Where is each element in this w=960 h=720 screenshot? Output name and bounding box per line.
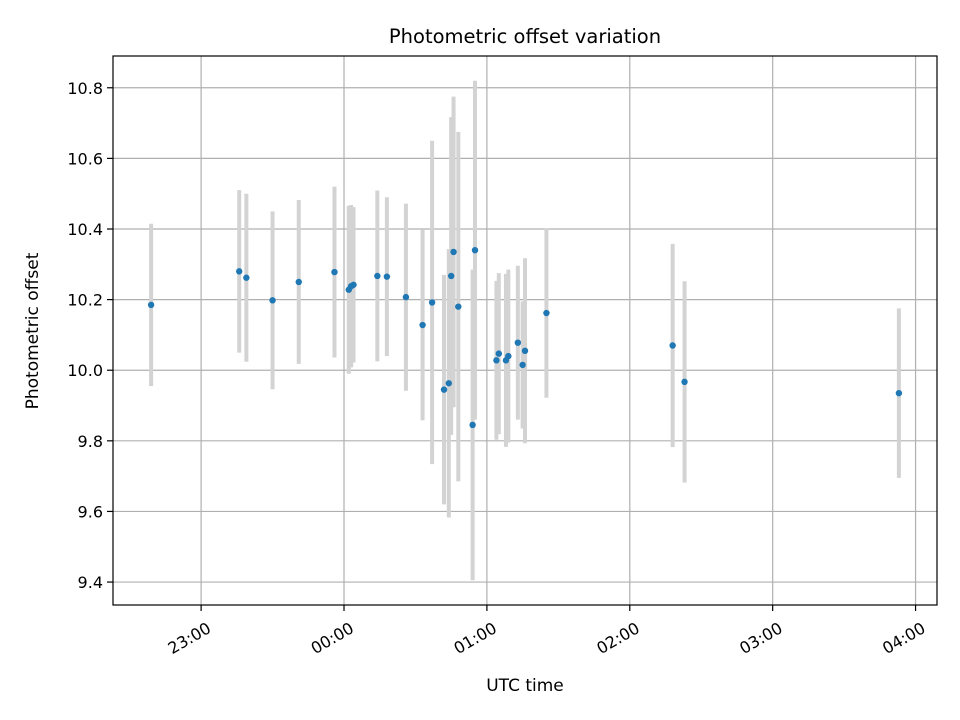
y-tick-label: 10.0 (67, 361, 103, 380)
y-tick-label: 10.8 (67, 79, 103, 98)
data-point (243, 274, 250, 281)
data-point (331, 268, 338, 276)
data-point (669, 342, 676, 349)
data-point (236, 268, 243, 275)
y-axis-label: Photometric offset (23, 252, 43, 409)
data-point (440, 386, 448, 393)
data-point (402, 293, 410, 301)
y-axis: 9.4 9.6 9.8 10.0 10.2 10.4 10.6 10.8 (67, 79, 113, 592)
x-axis-label: UTC time (486, 676, 564, 696)
data-point (428, 299, 436, 306)
data-point (419, 321, 426, 329)
data-point (445, 380, 452, 387)
y-tick-label: 10.4 (67, 220, 103, 239)
data-point (269, 297, 276, 304)
data-point (495, 350, 503, 357)
data-point (383, 273, 391, 280)
data-point (469, 421, 476, 429)
data-point (895, 389, 903, 397)
y-tick-label: 10.2 (67, 291, 103, 310)
data-point (147, 301, 155, 309)
data-point (450, 248, 457, 256)
y-tick-label: 9.6 (78, 502, 103, 521)
data-point (350, 281, 357, 288)
y-tick-label: 9.8 (78, 432, 103, 451)
data-point (295, 278, 302, 286)
data-point (447, 272, 455, 280)
data-point (521, 347, 529, 355)
data-point (455, 303, 462, 310)
data-point (514, 339, 522, 346)
data-point (681, 378, 688, 386)
data-points (147, 246, 903, 429)
plot-frame (112, 55, 938, 606)
data-point (543, 309, 550, 317)
data-point (505, 352, 512, 360)
data-point (374, 272, 381, 280)
y-tick-label: 10.6 (67, 149, 103, 168)
data-point (471, 246, 479, 254)
chart-title: Photometric offset variation (389, 25, 661, 48)
data-point (493, 357, 500, 364)
y-tick-label: 9.4 (78, 573, 103, 592)
data-point (519, 361, 526, 369)
